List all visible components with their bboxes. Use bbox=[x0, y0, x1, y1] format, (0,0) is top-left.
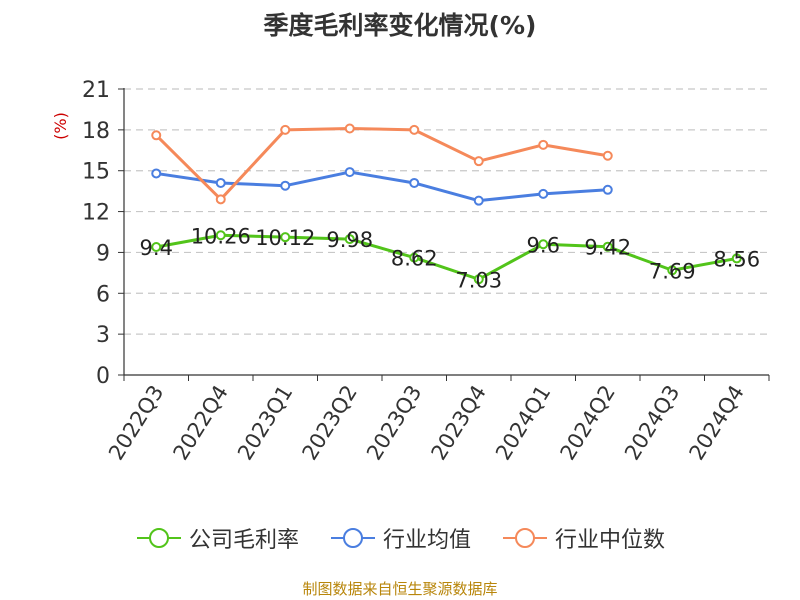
data-label: 10.26 bbox=[191, 224, 251, 248]
data-point bbox=[473, 195, 484, 206]
y-tick-label: 0 bbox=[96, 364, 110, 389]
x-tick-label: 2022Q3 bbox=[104, 381, 169, 464]
data-point bbox=[602, 150, 613, 161]
data-point bbox=[409, 252, 420, 263]
legend-item-company-margin[interactable]: 公司毛利率 bbox=[135, 522, 299, 554]
data-label: 9.42 bbox=[584, 236, 631, 260]
data-point bbox=[602, 241, 613, 252]
data-point bbox=[538, 239, 549, 250]
x-tick-label: 2024Q1 bbox=[491, 381, 556, 464]
x-tick-label: 2022Q4 bbox=[168, 381, 233, 464]
series-line bbox=[155, 126, 608, 201]
series-line bbox=[155, 233, 738, 281]
y-tick-label: 9 bbox=[96, 241, 110, 266]
y-tick-label: 6 bbox=[96, 282, 110, 307]
data-point bbox=[151, 168, 162, 179]
x-tick-label: 2023Q3 bbox=[362, 381, 427, 464]
y-tick-label: 12 bbox=[82, 201, 110, 226]
x-tick-label: 2023Q2 bbox=[297, 381, 362, 464]
y-tick-label: 3 bbox=[96, 323, 110, 348]
x-tick-label: 2024Q4 bbox=[684, 381, 749, 464]
x-tick-label: 2024Q3 bbox=[620, 381, 685, 464]
data-label: 9.4 bbox=[140, 236, 173, 260]
legend-item-industry-median[interactable]: 行业中位数 bbox=[501, 522, 665, 554]
data-point bbox=[602, 184, 613, 195]
y-axis-unit-label: (%) bbox=[51, 112, 70, 140]
series-lines bbox=[151, 123, 742, 285]
series-line bbox=[156, 170, 608, 203]
data-point bbox=[151, 241, 162, 252]
data-point bbox=[473, 274, 484, 285]
data-point bbox=[344, 167, 355, 178]
data-label: 8.62 bbox=[391, 247, 438, 271]
data-point bbox=[215, 230, 226, 241]
data-source-note: 制图数据来自恒生聚源数据库 bbox=[302, 580, 498, 598]
data-point bbox=[538, 139, 549, 150]
data-point bbox=[667, 265, 678, 276]
data-point bbox=[344, 234, 355, 245]
gridlines bbox=[124, 88, 769, 335]
data-point bbox=[409, 177, 420, 188]
data-point bbox=[473, 156, 484, 167]
data-point bbox=[409, 124, 420, 135]
legend-marker-orange bbox=[503, 528, 547, 548]
data-point bbox=[280, 232, 291, 243]
y-tick-label: 21 bbox=[82, 78, 110, 103]
data-point bbox=[280, 124, 291, 135]
x-tick-label: 2024Q2 bbox=[555, 381, 620, 464]
data-label: 7.69 bbox=[649, 259, 696, 283]
legend-item-industry-mean[interactable]: 行业均值 bbox=[329, 522, 471, 554]
data-point bbox=[280, 180, 291, 191]
data-label: 10.12 bbox=[255, 226, 315, 250]
data-label: 9.98 bbox=[326, 228, 373, 252]
data-label: 8.56 bbox=[713, 247, 760, 271]
chart-title: 季度毛利率变化情况(%) bbox=[263, 11, 537, 40]
x-tick-label: 2023Q4 bbox=[426, 381, 491, 464]
data-point bbox=[538, 188, 549, 199]
data-point bbox=[344, 123, 355, 134]
data-point bbox=[151, 130, 162, 141]
data-point bbox=[731, 253, 742, 264]
y-tick-label: 18 bbox=[82, 119, 110, 144]
data-point bbox=[215, 194, 226, 205]
legend-label: 行业中位数 bbox=[555, 528, 666, 553]
legend-marker-blue bbox=[330, 528, 375, 548]
legend-label: 行业均值 bbox=[382, 528, 471, 553]
data-label: 9.6 bbox=[527, 233, 560, 257]
legend-label: 公司毛利率 bbox=[188, 528, 299, 553]
legend: 公司毛利率 行业均值 行业中位数 bbox=[0, 520, 800, 556]
data-labels: 9.4 10.26 10.12 9.98 8.62 7.03 9.6 9.42 7.69 8.56 bbox=[140, 224, 761, 292]
legend-marker-green bbox=[136, 528, 181, 548]
x-tick-label: 2023Q1 bbox=[233, 381, 298, 464]
data-label: 7.03 bbox=[455, 268, 502, 292]
data-point bbox=[215, 177, 226, 188]
y-tick-label: 15 bbox=[82, 160, 110, 185]
